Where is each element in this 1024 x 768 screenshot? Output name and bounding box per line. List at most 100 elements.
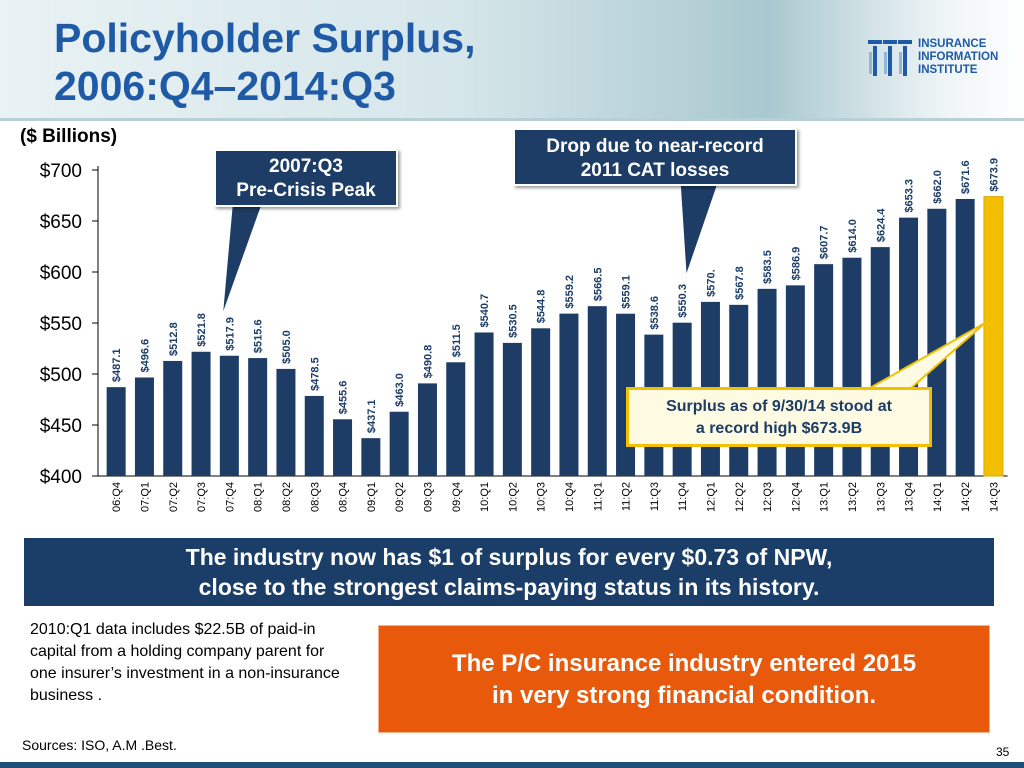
footnote: 2010:Q1 data includes $22.5B of paid-in … [30,621,340,704]
record-surplus-line-2: a record high $673.9B [695,420,863,437]
bar-08:Q3 [304,395,324,476]
x-tick-label-12:Q1: 12:Q1 [705,482,717,512]
data-label-14:Q2: $671.6 [960,160,972,194]
peak-callout: 2007:Q3 Pre-Crisis Peak [214,149,398,207]
bar-14:Q3 [983,196,1004,477]
y-tick-label: $450 [40,416,82,437]
data-label-14:Q3: $673.9 [988,158,1000,192]
x-tick-label-07:Q3: 07:Q3 [196,482,208,512]
data-label-07:Q2: $512.8 [168,322,180,356]
sources-text: Sources: ISO, A.M .Best. [22,737,177,753]
x-tick-label-11:Q1: 11:Q1 [592,482,604,511]
header-divider [0,118,1024,121]
surplus-bar-chart: $400 $450 $500 $550 $600 $650 $700 $487.1 06:Q4 $… [40,158,1008,512]
x-tick-label-14:Q3: 14:Q3 [988,482,1000,512]
data-label-08:Q1: $515.6 [253,319,265,353]
y-tick-label: $700 [40,161,82,182]
cat-loss-callout-pointer [679,183,720,278]
bar-07:Q4 [219,355,239,476]
data-label-13:Q2: $614.0 [847,219,859,253]
bar-11:Q1 [587,306,607,476]
x-tick-label-13:Q4: 13:Q4 [904,482,916,512]
data-label-09:Q3: $490.8 [422,345,434,379]
data-label-09:Q4: $511.5 [451,324,463,357]
x-tick-label-12:Q3: 12:Q3 [762,482,774,512]
x-tick-label-10:Q3: 10:Q3 [536,482,548,512]
bar-10:Q2 [502,342,522,476]
y-tick-label: $550 [40,314,82,335]
conclusion-line-2: in very strong financial condition. [491,682,877,709]
peak-callout-pointer [221,204,264,318]
x-tick-label-12:Q4: 12:Q4 [790,482,802,512]
x-tick-label-10:Q1: 10:Q1 [479,482,491,512]
peak-callout-line-2: Pre-Crisis Peak [236,180,376,201]
x-tick-label-09:Q3: 09:Q3 [422,482,434,512]
conclusion-box: The P/C insurance industry entered 2015 … [378,625,990,733]
data-label-08:Q3: $478.5 [309,357,321,391]
data-label-10:Q3: $544.8 [536,290,548,324]
data-label-07:Q3: $521.8 [196,313,208,347]
bar-12:Q3 [757,288,777,476]
logo-line-1: INSURANCE [918,38,987,50]
data-label-09:Q2: $463.0 [394,373,406,407]
x-tick-label-10:Q2: 10:Q2 [507,482,519,512]
bar-07:Q1 [134,377,154,476]
x-tick-label-08:Q1: 08:Q1 [253,482,265,512]
iii-logo: INSURANCE INFORMATION INSTITUTE [868,36,1018,80]
bar-08:Q2 [276,368,296,476]
y-tick-label: $600 [40,263,82,284]
title-line-2: 2006:Q4–2014:Q3 [54,63,396,109]
bar-09:Q4 [446,362,466,476]
header-band [0,0,1024,118]
record-surplus-callout: Surplus as of 9/30/14 stood at a record … [626,387,932,447]
bar-12:Q4 [785,285,805,476]
conclusion-line-1: The P/C insurance industry entered 2015 [451,650,917,677]
cat-loss-callout: Drop due to near-record 2011 CAT losses [513,128,797,186]
units-label: ($ Billions) [20,126,118,147]
data-label-07:Q4: $517.9 [224,317,236,351]
cat-loss-callout-line-1: Drop due to near-record [546,136,764,157]
data-label-10:Q1: $540.7 [479,294,491,328]
data-label-13:Q4: $653.3 [904,179,916,213]
x-tick-label-14:Q2: 14:Q2 [960,482,972,512]
data-label-12:Q2: $567.8 [734,266,746,300]
logo-line-3: INSTITUTE [918,64,978,76]
bar-09:Q2 [389,411,409,476]
x-tick-label-10:Q4: 10:Q4 [564,482,576,512]
x-tick-label-08:Q3: 08:Q3 [309,482,321,512]
title-line-1: Policyholder Surplus, [54,15,476,61]
bar-14:Q1 [927,208,947,476]
bar-09:Q3 [417,383,437,476]
x-tick-label-11:Q3: 11:Q3 [649,482,661,511]
cat-loss-callout-line-2: 2011 CAT losses [580,160,730,181]
bar-10:Q1 [474,332,494,476]
x-tick-label-14:Q1: 14:Q1 [932,482,944,512]
data-label-14:Q1: $662.0 [932,170,944,204]
x-tick-label-08:Q4: 08:Q4 [338,482,350,512]
x-tick-label-08:Q2: 08:Q2 [281,482,293,512]
bar-06:Q4 [106,387,126,476]
data-label-07:Q1: $496.6 [139,339,151,373]
y-tick-label: $650 [40,212,82,233]
record-surplus-line-1: Surplus as of 9/30/14 stood at [666,398,892,415]
y-tick-label: $400 [40,467,82,488]
bar-10:Q3 [531,328,551,476]
peak-callout-line-1: 2007:Q3 [269,156,343,177]
x-tick-label-06:Q4: 06:Q4 [111,482,123,512]
x-tick-label-13:Q2: 13:Q2 [847,482,859,512]
x-tick-label-07:Q4: 07:Q4 [224,482,236,512]
data-label-11:Q1: $566.5 [592,268,604,302]
bar-07:Q2 [163,360,183,476]
bar-08:Q1 [248,358,268,476]
data-label-11:Q4: $550.3 [677,284,689,318]
summary-banner-line-2: close to the strongest claims-paying sta… [198,574,820,600]
data-label-06:Q4: $487.1 [111,349,123,383]
x-tick-label-07:Q2: 07:Q2 [168,482,180,512]
footer-bar [0,762,1024,768]
x-tick-label-09:Q2: 09:Q2 [394,482,406,512]
x-tick-label-13:Q3: 13:Q3 [875,482,887,512]
data-label-12:Q4: $586.9 [790,247,802,281]
data-label-11:Q2: $559.1 [621,275,633,309]
logo-line-2: INFORMATION [918,51,999,63]
data-label-09:Q1: $437.1 [366,400,378,434]
